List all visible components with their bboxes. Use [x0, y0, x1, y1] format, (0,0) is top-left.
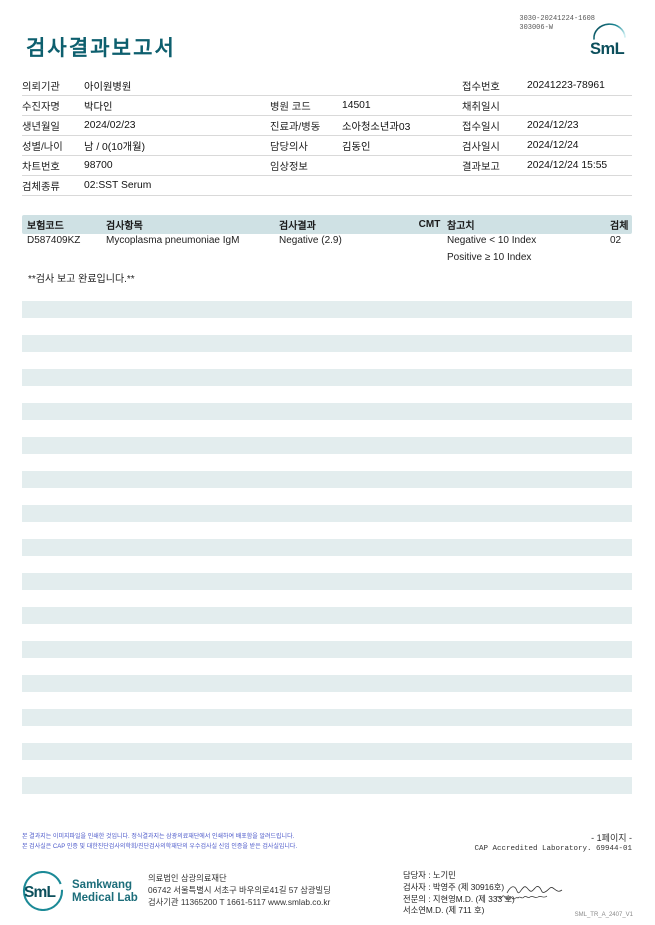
svg-text:Medical Lab: Medical Lab: [72, 892, 138, 904]
svg-text:SmL: SmL: [24, 884, 56, 901]
svg-text:SmL: SmL: [590, 40, 625, 56]
svg-text:Samkwang: Samkwang: [72, 879, 132, 891]
